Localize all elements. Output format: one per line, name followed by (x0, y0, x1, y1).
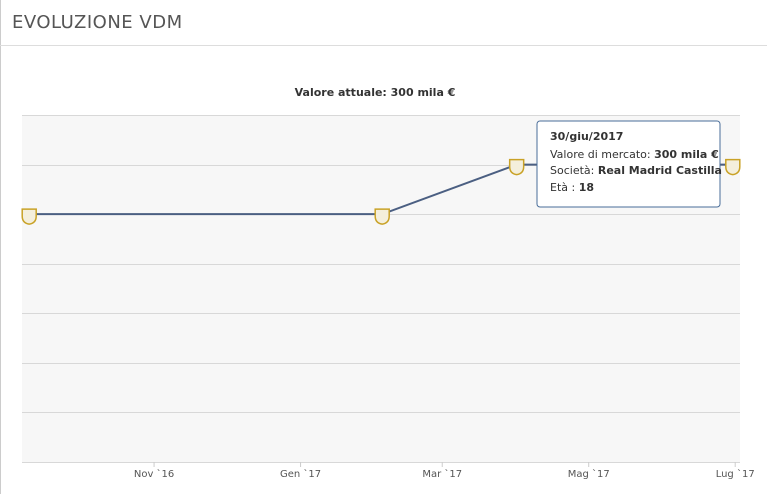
tooltip-date: 30/giu/2017 (550, 130, 623, 143)
crest-marker (725, 158, 741, 176)
x-tick-label: Lug `17 (716, 468, 755, 480)
crest-marker (374, 208, 390, 225)
tooltip-line: Valore di mercato: 300 mila € (550, 148, 719, 161)
tooltip-value: 300 mila € (654, 148, 719, 161)
x-tick-label: Mag `17 (568, 468, 610, 480)
x-tick-label: Nov `16 (134, 468, 174, 480)
tooltip-key: Valore di mercato: (550, 148, 651, 161)
tooltip-box (536, 120, 721, 208)
crest-marker (21, 208, 37, 225)
tooltip-value: 18 (579, 181, 594, 194)
x-tick-label: Gen `17 (280, 468, 321, 480)
tooltip-line: Età : 18 (550, 181, 594, 194)
crest-marker (508, 158, 525, 176)
chart-subtitle: Valore attuale: 300 mila € (295, 86, 456, 99)
tooltip: 30/giu/2017 Valore di mercato: 300 mila … (536, 120, 722, 208)
tooltip-value: Real Madrid Castilla (598, 164, 722, 177)
tooltip-key: Età : (550, 181, 575, 194)
header-title: EVOLUZIONE VDM (12, 12, 183, 33)
tooltip-key: Società: (550, 164, 594, 177)
x-tick-label: Mar `17 (422, 468, 462, 480)
tooltip-line: Società: Real Madrid Castilla (550, 164, 722, 177)
